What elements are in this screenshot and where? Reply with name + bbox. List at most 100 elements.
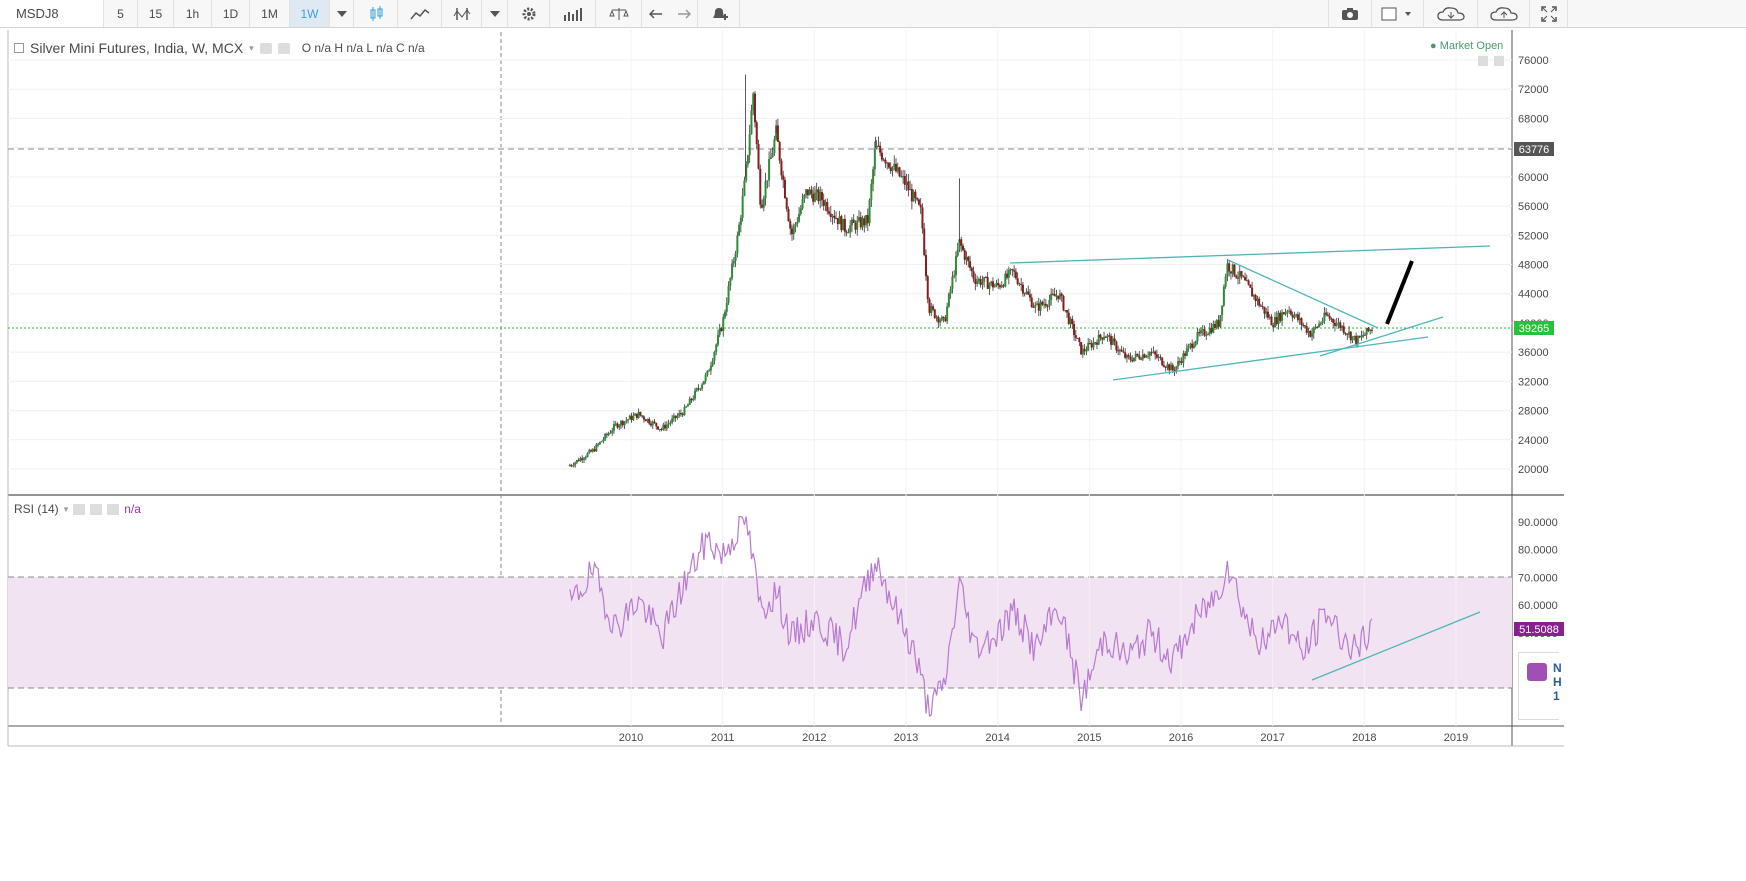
candle-body (791, 228, 794, 235)
candle-body (607, 433, 610, 436)
candle-body (988, 284, 991, 289)
candle-body (1335, 323, 1338, 326)
candle-body (875, 145, 878, 150)
candle-body (1355, 335, 1358, 345)
candle-body (1023, 293, 1026, 295)
symbol-input[interactable]: MSDJ8 (0, 0, 104, 27)
candle-body (662, 424, 665, 430)
balance-scale-icon[interactable] (596, 0, 642, 27)
candle-body (1312, 327, 1315, 334)
interval-1h-button[interactable]: 1h (174, 0, 212, 27)
rsi-dropdown-icon[interactable]: ▾ (63, 503, 69, 514)
scroll-icon[interactable] (1478, 56, 1488, 66)
candle-body (1286, 311, 1289, 313)
lower-trendline[interactable] (1112, 336, 1429, 381)
candle-body (1182, 353, 1185, 363)
candle-body (1254, 295, 1257, 302)
candle-body (1349, 331, 1352, 341)
rsi-band (8, 577, 1512, 688)
candle-body (1281, 312, 1284, 321)
candle-body (1268, 316, 1271, 318)
candle-body (1020, 283, 1023, 285)
candle-body (1178, 361, 1181, 363)
interval-1d-button[interactable]: 1D (212, 0, 250, 27)
candle-body (1021, 284, 1024, 294)
interval-1m-button[interactable]: 1M (250, 0, 290, 27)
candle-body (907, 181, 910, 191)
candle-body (769, 157, 772, 159)
candle-body (1360, 335, 1363, 338)
candle-body (1332, 319, 1335, 323)
candle-body (1363, 334, 1366, 336)
upper-trendline[interactable] (1009, 245, 1491, 264)
triangle-lower-trendline[interactable] (1319, 316, 1444, 357)
market-status: ● Market Open (1430, 40, 1503, 52)
candle-body (870, 183, 873, 201)
layout-icon[interactable] (1372, 0, 1424, 27)
rsi-settings-icon[interactable] (90, 503, 103, 515)
candle-body (1342, 326, 1345, 333)
interval-5-button[interactable]: 5 (104, 0, 138, 27)
redo-icon[interactable] (670, 0, 698, 27)
triangle-upper-trendline[interactable] (1227, 259, 1379, 329)
alert-bell-icon[interactable] (698, 0, 740, 27)
candle-body (1184, 353, 1187, 356)
rsi-close-icon[interactable] (107, 503, 120, 515)
candle-body (718, 328, 721, 335)
candle-body (1238, 271, 1241, 278)
candle-body (708, 370, 711, 372)
candle-body (695, 388, 698, 391)
news-widget[interactable]: N H 1 (1518, 652, 1562, 720)
collapse-icon[interactable] (14, 43, 24, 53)
indicators-icon[interactable] (442, 0, 482, 27)
cloud-save-icon[interactable] (1478, 0, 1530, 27)
candle-body (724, 311, 727, 318)
chart-canvas[interactable]: 7600072000680006400060000560005200048000… (0, 28, 1746, 881)
rsi-visibility-icon[interactable] (73, 503, 86, 515)
visibility-icon[interactable] (259, 42, 272, 54)
candle-body (854, 222, 857, 230)
candle-body (840, 216, 843, 231)
camera-icon[interactable] (1328, 0, 1372, 27)
compare-icon[interactable] (398, 0, 442, 27)
legend-dropdown-icon[interactable]: ▾ (249, 42, 254, 53)
settings-gear-icon[interactable] (508, 0, 550, 27)
cloud-load-icon[interactable] (1424, 0, 1478, 27)
trendlines[interactable] (1009, 245, 1491, 681)
candle-body (685, 406, 688, 408)
indicators-dropdown-icon[interactable] (482, 0, 508, 27)
candle-body (1092, 342, 1095, 348)
candle-body (741, 195, 744, 218)
interval-1w-button[interactable]: 1W (290, 0, 330, 27)
candle-body (919, 204, 922, 208)
candles-icon[interactable] (354, 0, 398, 27)
candle-body (1157, 356, 1160, 358)
price-tick-label: 76000 (1518, 55, 1549, 67)
fullscreen-icon[interactable] (1530, 0, 1568, 27)
settings-icon[interactable] (277, 42, 290, 54)
candle-body (1259, 305, 1262, 307)
rsi-tick-label: 90.0000 (1518, 517, 1558, 529)
candle-body (960, 239, 963, 246)
candle-body (887, 162, 890, 168)
scroll-icon-2[interactable] (1494, 56, 1504, 66)
candle-body (752, 93, 755, 111)
candle-body (796, 221, 799, 224)
interval-15-button[interactable]: 15 (138, 0, 174, 27)
financials-icon[interactable] (550, 0, 596, 27)
candle-body (623, 421, 626, 426)
candle-body (831, 215, 834, 218)
candle-body (755, 122, 758, 144)
candle-body (609, 432, 612, 434)
candle-body (828, 211, 831, 214)
news-icon[interactable] (1527, 663, 1547, 681)
candle-body (1069, 318, 1072, 324)
candle-body (1328, 315, 1331, 319)
rsi-trendline[interactable] (1311, 611, 1481, 681)
interval-dropdown-icon[interactable] (330, 0, 354, 27)
projection-arrow-line[interactable] (1385, 260, 1414, 325)
undo-icon[interactable] (642, 0, 670, 27)
candle-body (1242, 276, 1245, 278)
time-tick-label: 2013 (894, 732, 918, 744)
candle-body (865, 215, 868, 226)
